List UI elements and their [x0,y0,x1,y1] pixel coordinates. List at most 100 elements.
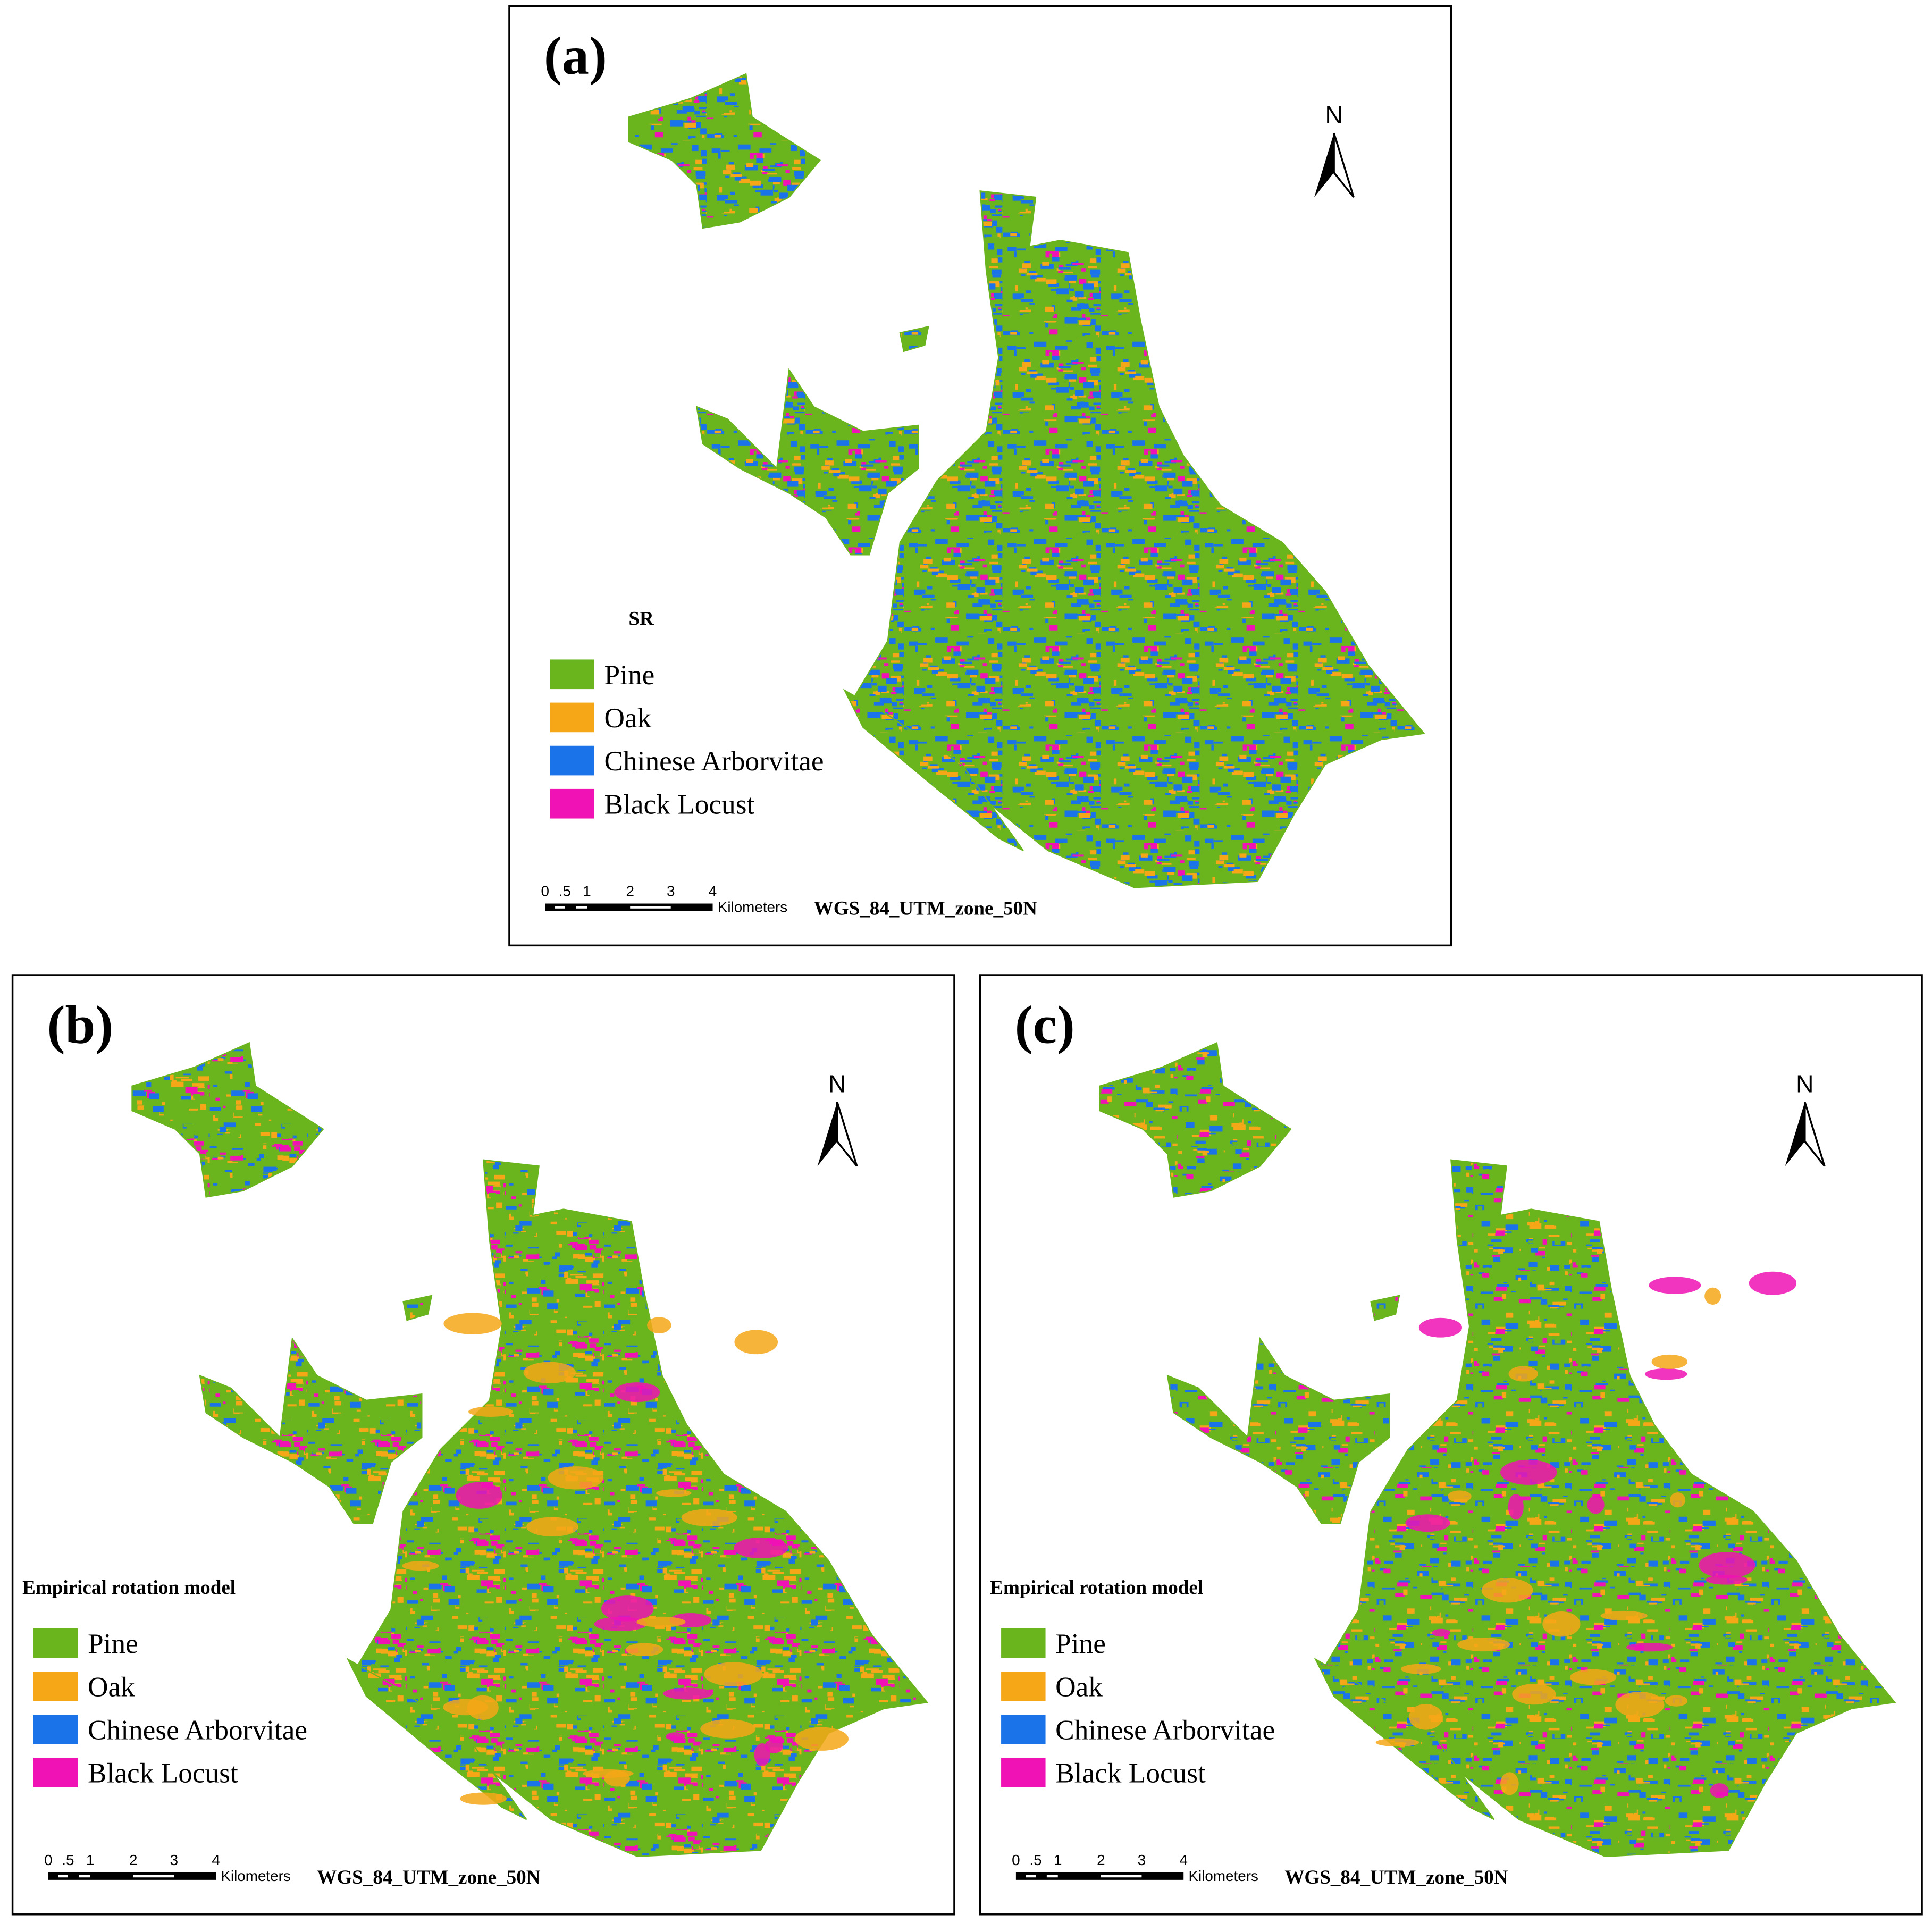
scale-label: 2 [129,1852,137,1868]
projection-label: WGS_84_UTM_zone_50N [814,897,1037,919]
forest-patch [1500,1772,1519,1795]
legend-label: Pine [604,659,654,691]
projection-label: WGS_84_UTM_zone_50N [1284,1867,1508,1888]
forest-patch [1649,1277,1701,1294]
forest-patch [1405,1514,1450,1532]
forest-patch [1447,1490,1472,1502]
legend-title: Empirical rotation model [990,1577,1203,1599]
scale-label: 0 [1012,1852,1020,1868]
legend-label: Black Locust [604,788,754,820]
scale-label: .5 [62,1852,74,1868]
forest-patch [1704,1287,1721,1305]
legend-label: Oak [88,1670,135,1702]
forest-patch [1432,1628,1451,1637]
scale-label: 1 [583,883,591,900]
panel-label: (a) [544,26,607,86]
legend-swatch [1001,1715,1046,1744]
forest-region [1321,1159,1896,1857]
scale-label: 2 [1097,1852,1105,1868]
scale-label: 1 [86,1852,94,1868]
legend-title: SR [628,608,654,630]
forest-patch [1500,1459,1557,1485]
forest-region [850,190,1425,888]
forest-patch [456,1482,503,1509]
forest-region [843,688,1024,851]
legend-swatch [550,702,594,733]
forest-patch [636,1616,686,1627]
forest-patch [601,1595,654,1622]
scale-bar-segment [576,906,587,909]
forest-patch [467,1695,499,1720]
map-panel: (b) N Empirical rotation model Pine Oak Chine… [11,974,955,1916]
forest-patch [1706,1575,1748,1585]
legend-label: Oak [1055,1670,1103,1702]
forest-patch [1512,1684,1556,1705]
forest-patch [734,1330,778,1355]
scale-bar-segment [1101,1875,1142,1878]
forest-patch [1569,1669,1617,1685]
scale-unit: Kilometers [1189,1868,1258,1884]
legend-swatch [33,1628,78,1658]
legend-label: Chinese Arborvitae [1055,1714,1275,1746]
scale-label: 2 [626,883,634,900]
scale-label: 1 [1054,1852,1062,1868]
forest-patch [1710,1783,1729,1798]
panel-label: (b) [47,995,113,1055]
forest-patch [625,1643,663,1657]
forest-patch [1481,1578,1533,1603]
forest-patch [1749,1271,1797,1295]
forest-region [628,73,821,229]
scale-unit: Kilometers [718,899,787,916]
forest-patch [1375,1738,1419,1747]
legend-swatch [550,745,594,776]
forest-patch [1542,1611,1581,1637]
forest-patch [614,1382,660,1403]
scale-bar-segment [79,1875,90,1878]
north-arrow [1804,1102,1826,1167]
forest-region [131,1042,324,1198]
forest-patch [443,1313,502,1334]
north-arrow [1333,132,1355,198]
legend-title: Empirical rotation model [22,1577,236,1599]
scale-bar-segment [1026,1875,1036,1878]
forest-patch [733,1537,788,1559]
forest-patch [1699,1552,1755,1578]
forest-patch [1508,1494,1524,1520]
forest-patch [656,1489,692,1497]
north-arrow [1785,1102,1805,1166]
forest-patch [523,1362,576,1383]
map-panel: (a) N SR Pine Oak Chinese Arborvitae Black Loc… [508,5,1452,947]
forest-patch [1409,1703,1443,1730]
legend-label: Pine [88,1627,138,1659]
forest-patch [704,1662,763,1686]
forest-patch [402,1561,439,1571]
forest-patch [646,1317,671,1333]
forest-patch [765,1739,784,1753]
forest-patch [1645,1368,1687,1380]
legend-label: Chinese Arborvitae [604,745,824,777]
scale-bar-segment [133,1875,174,1878]
forest-patch [663,1687,713,1700]
scale-unit: Kilometers [221,1868,290,1884]
north-label: N [828,1070,846,1097]
forest-region [695,368,919,556]
scale-bar [48,1872,216,1880]
scale-label: 3 [170,1852,178,1868]
forest-patch [681,1509,737,1527]
forest-region [899,325,929,352]
legend-swatch [33,1715,78,1744]
north-label: N [1796,1070,1813,1097]
scale-label: .5 [1029,1852,1041,1868]
scale-bar-segment [58,1875,68,1878]
forest-patch [1651,1354,1688,1370]
forest-patch [468,1406,513,1417]
north-arrow [817,1102,837,1166]
legend-swatch [1001,1672,1046,1701]
scale-label: 4 [1179,1852,1187,1868]
map-panel: (c) N Empirical rotation model Pine Oak Chine… [979,974,1923,1916]
forest-patch [794,1727,849,1751]
forest-patch [548,1466,604,1490]
scale-label: 3 [1138,1852,1146,1868]
